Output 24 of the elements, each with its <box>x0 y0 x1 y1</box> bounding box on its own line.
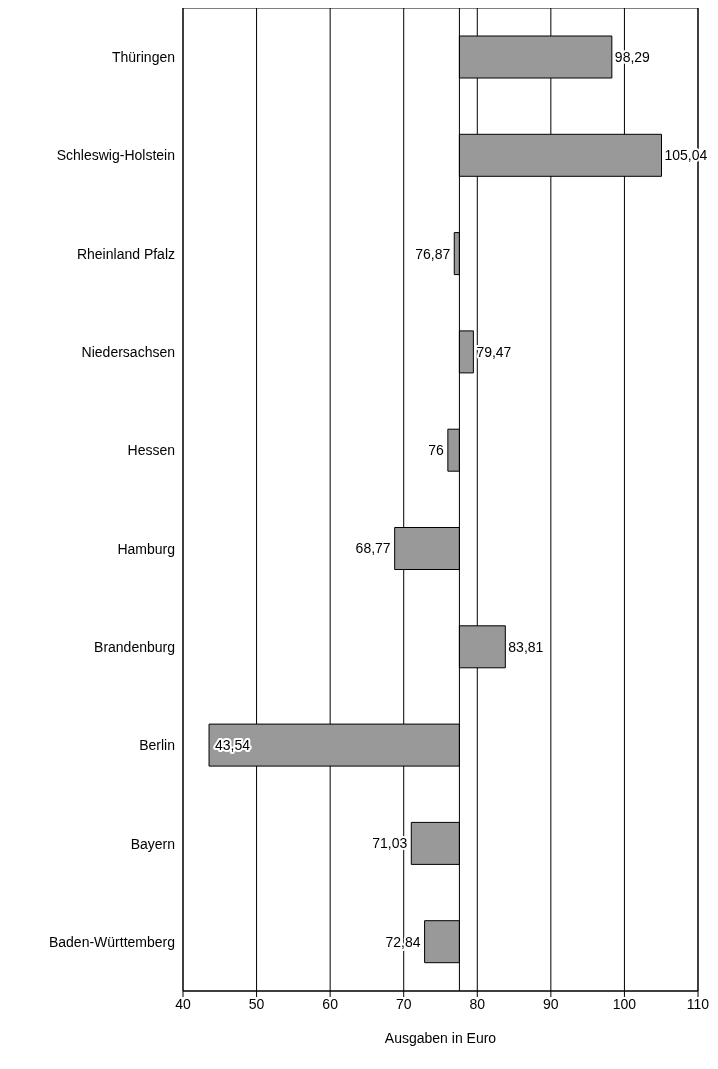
x-tick-label: 110 <box>686 995 710 1012</box>
y-tick-label: Niedersachsen <box>81 344 175 361</box>
y-tick-label: Berlin <box>139 737 175 754</box>
y-tick-label: Brandenburg <box>94 638 175 655</box>
x-tick-label: 50 <box>248 995 265 1012</box>
y-tick-label: Hamburg <box>117 540 175 557</box>
x-tick-label: 80 <box>469 995 486 1012</box>
data-label: 76 <box>428 442 445 459</box>
data-label: 83,81 <box>508 638 544 655</box>
x-tick-label: 100 <box>612 995 637 1012</box>
x-tick-label: 40 <box>175 995 191 1012</box>
y-tick-label: Rheinland Pfalz <box>76 245 175 262</box>
y-tick-label: Schleswig-Holstein <box>56 147 175 164</box>
x-tick-label: 90 <box>543 995 559 1012</box>
y-tick-label: Bayern <box>130 835 175 852</box>
y-tick-label: Baden-Württemberg <box>48 933 175 950</box>
x-tick-label: 70 <box>395 995 412 1012</box>
data-label: 43,54 <box>215 737 251 753</box>
x-axis-title: Ausgaben in Euro <box>384 1030 497 1046</box>
y-tick-label: Hessen <box>127 442 175 459</box>
y-tick-label: Thüringen <box>111 49 175 66</box>
data-label: 68,77 <box>355 540 391 557</box>
x-tick-label: 60 <box>322 995 339 1012</box>
data-label: 76,87 <box>415 245 451 262</box>
